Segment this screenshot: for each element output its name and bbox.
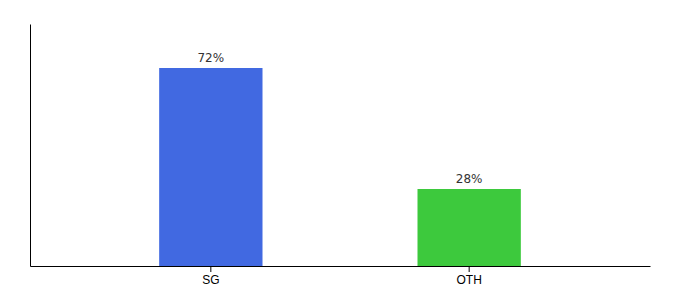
- bar: [159, 68, 262, 266]
- x-tick-mark: [210, 266, 211, 272]
- data-labels: 72% 28%: [197, 51, 482, 186]
- x-tick: OTH: [456, 266, 481, 287]
- x-axis-line: [31, 266, 651, 267]
- y-axis-line: [30, 25, 31, 267]
- bars: [159, 68, 521, 266]
- data-label: 28%: [456, 172, 483, 186]
- plot: SG OTH 72% 28%: [31, 25, 651, 287]
- data-label: 72%: [197, 51, 224, 65]
- x-tick-label: SG: [202, 273, 219, 287]
- x-tick: SG: [202, 266, 219, 287]
- x-axis: SG OTH: [31, 266, 651, 287]
- bar: [418, 189, 521, 266]
- chart: SG OTH 72% 28%: [0, 0, 680, 300]
- y-axis: [30, 25, 31, 267]
- x-tick-mark: [469, 266, 470, 272]
- x-tick-label: OTH: [456, 273, 481, 287]
